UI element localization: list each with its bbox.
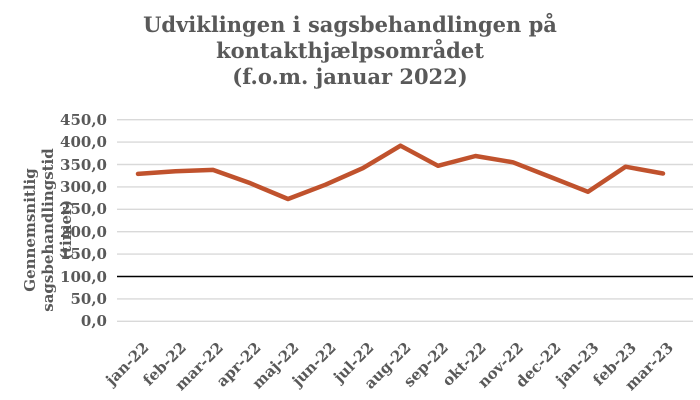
data-line	[135, 143, 666, 202]
y-tick-label: 450,0	[60, 110, 107, 129]
y-tick-label: 150,0	[60, 245, 107, 264]
chart-title-line-1: Udviklingen i sagsbehandlingen på	[143, 12, 557, 37]
chart-title: Udviklingen i sagsbehandlingen på kontak…	[0, 12, 700, 90]
chart-title-line-3: (f.o.m. januar 2022)	[232, 64, 468, 89]
y-tick-label: 250,0	[60, 200, 107, 219]
y-tick-label: 50,0	[70, 289, 107, 308]
y-tick-label: 100,0	[60, 267, 107, 286]
chart-title-line-2: kontakthjælpsområdet	[216, 38, 484, 63]
y-tick-label: 350,0	[60, 155, 107, 174]
y-tick-label: 300,0	[60, 177, 107, 196]
y-tick-label: 200,0	[60, 222, 107, 241]
y-tick-label: 0,0	[80, 312, 107, 331]
y-tick-label: 400,0	[60, 133, 107, 152]
